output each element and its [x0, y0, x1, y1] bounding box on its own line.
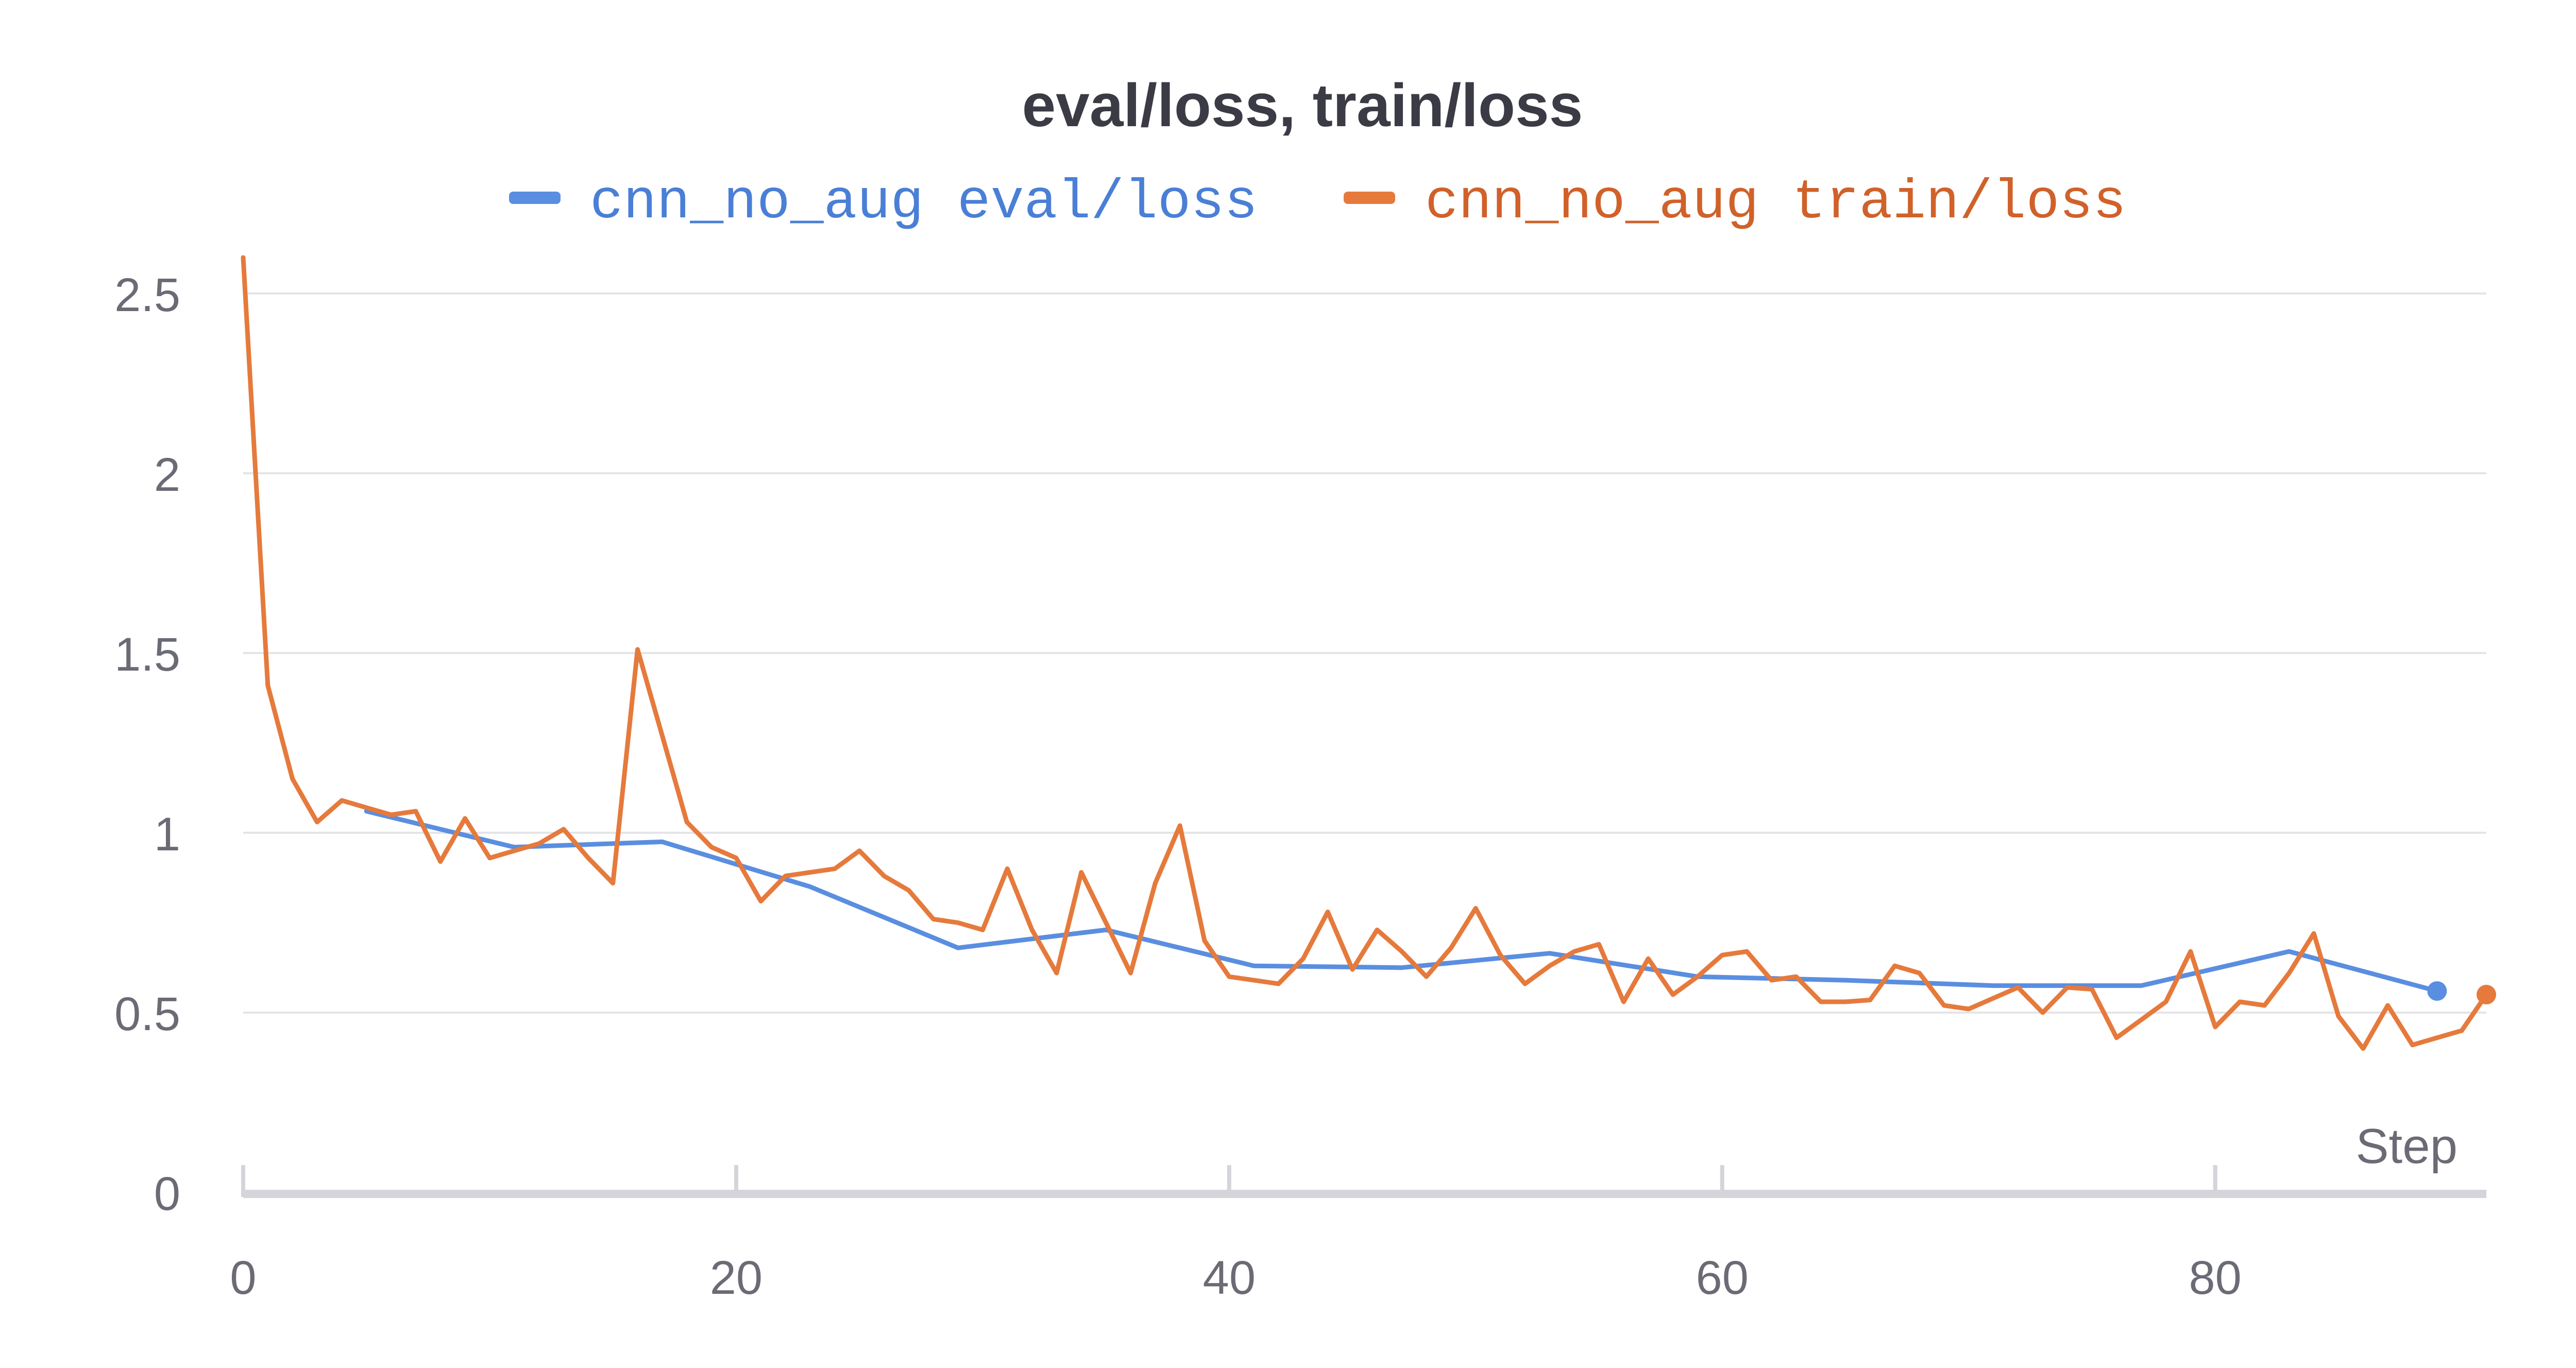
y-axis: 0 0.5 1 1.5 2 2.5: [114, 269, 180, 1220]
gridlines: [243, 292, 2486, 1014]
x-axis-label: Step: [2356, 1119, 2458, 1174]
chart-title: eval/loss, train/loss: [1022, 72, 1583, 140]
y-tick-label: 0.5: [114, 988, 180, 1040]
legend-swatch-train: [1344, 192, 1395, 204]
x-tick-label: 40: [1203, 1252, 1256, 1304]
series-end-point-eval-loss[interactable]: [2427, 981, 2447, 1001]
series-end-point-train-loss[interactable]: [2477, 985, 2496, 1005]
legend-item-eval[interactable]: cnn_no_aug eval/loss: [509, 172, 1258, 234]
y-tick-label: 2: [154, 449, 180, 501]
legend-item-train[interactable]: cnn_no_aug train/loss: [1344, 172, 2126, 234]
x-tick-label: 0: [230, 1252, 256, 1304]
x-axis: 0 20 40 60 80: [230, 1165, 2486, 1304]
legend: cnn_no_aug eval/loss cnn_no_aug train/lo…: [509, 172, 2126, 234]
legend-swatch-eval: [509, 192, 561, 204]
x-tick-label: 60: [1696, 1252, 1749, 1304]
series-line-train-loss[interactable]: [241, 255, 2489, 1051]
y-tick-label: 0: [154, 1168, 180, 1220]
y-tick-label: 1.5: [114, 628, 180, 681]
y-tick-label: 1: [154, 808, 180, 861]
series-line-eval-loss[interactable]: [364, 809, 2439, 994]
x-tick-label: 80: [2189, 1252, 2242, 1304]
x-tick-label: 20: [710, 1252, 762, 1304]
legend-label-train: cnn_no_aug train/loss: [1425, 172, 2126, 234]
series-layer: [241, 255, 2496, 1051]
legend-label-eval: cnn_no_aug eval/loss: [590, 172, 1258, 234]
y-tick-label: 2.5: [114, 269, 180, 321]
